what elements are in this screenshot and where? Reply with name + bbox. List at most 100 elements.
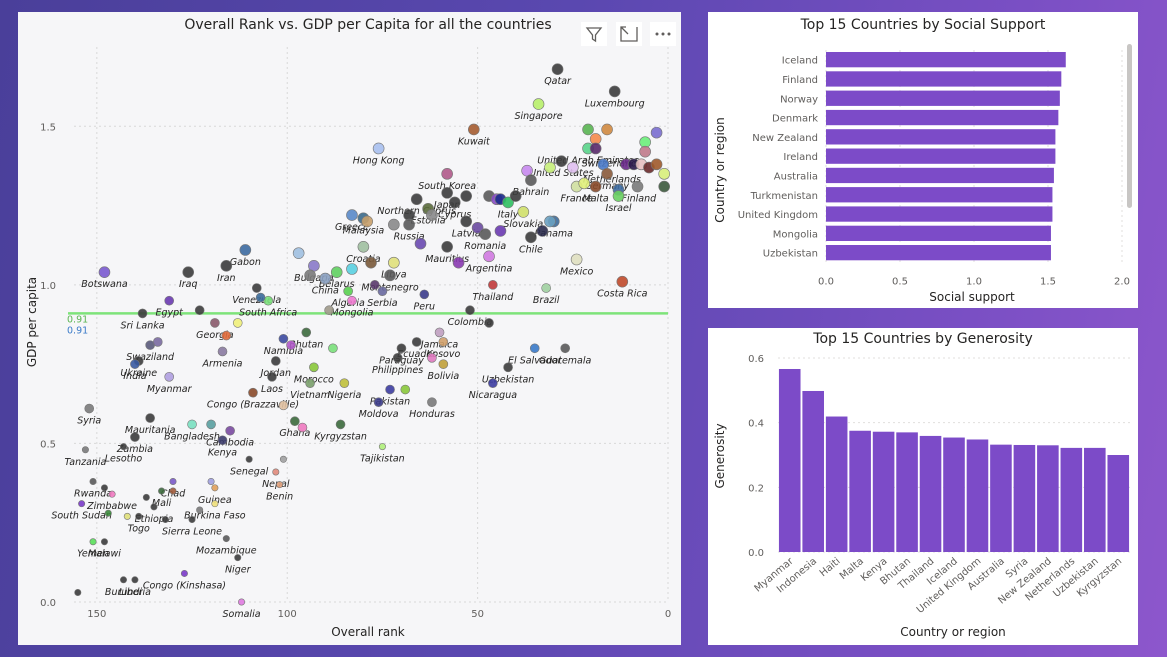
- scatter-point[interactable]: [271, 356, 281, 366]
- scatter-point[interactable]: [248, 387, 258, 398]
- social-bar[interactable]: [826, 129, 1056, 145]
- scatter-point[interactable]: [448, 196, 461, 209]
- scatter-point[interactable]: [221, 330, 232, 341]
- scatter-point[interactable]: [385, 384, 395, 395]
- scatter-point[interactable]: [330, 266, 343, 278]
- scatter-point[interactable]: [388, 256, 400, 269]
- scatter-point[interactable]: [346, 263, 358, 275]
- scatter-point[interactable]: [74, 588, 82, 596]
- scatter-point[interactable]: [343, 286, 353, 297]
- scatter-point[interactable]: [570, 253, 583, 266]
- scatter-point[interactable]: [631, 180, 644, 193]
- scatter-point[interactable]: [465, 305, 475, 316]
- scatter-point[interactable]: [392, 352, 403, 363]
- social-scrollbar[interactable]: [1127, 44, 1132, 208]
- generosity-bar[interactable]: [778, 368, 801, 552]
- scatter-point[interactable]: [578, 177, 591, 190]
- scatter-point[interactable]: [460, 215, 472, 228]
- scatter-point[interactable]: [164, 295, 174, 306]
- scatter-point[interactable]: [245, 455, 253, 463]
- scatter-point[interactable]: [378, 443, 386, 451]
- scatter-point[interactable]: [503, 362, 513, 373]
- scatter-point[interactable]: [438, 337, 449, 347]
- scatter-point[interactable]: [120, 576, 128, 584]
- scatter-point[interactable]: [238, 598, 246, 606]
- scatter-point[interactable]: [278, 333, 289, 344]
- scatter-point[interactable]: [225, 425, 235, 436]
- scatter-point[interactable]: [81, 446, 89, 454]
- generosity-bar[interactable]: [1013, 444, 1036, 552]
- scatter-point[interactable]: [346, 209, 358, 221]
- scatter-point[interactable]: [373, 397, 384, 408]
- scatter-point[interactable]: [427, 352, 437, 363]
- scatter-point[interactable]: [89, 477, 97, 485]
- scatter-point[interactable]: [158, 487, 166, 495]
- scatter-point[interactable]: [100, 538, 108, 546]
- generosity-bar[interactable]: [1107, 455, 1130, 552]
- scatter-point[interactable]: [517, 206, 530, 218]
- scatter-point[interactable]: [319, 272, 332, 285]
- scatter-point[interactable]: [494, 225, 507, 237]
- scatter-point[interactable]: [335, 419, 346, 430]
- scatter-point[interactable]: [452, 256, 465, 269]
- scatter-point[interactable]: [608, 85, 621, 98]
- scatter-point[interactable]: [267, 372, 277, 382]
- scatter-point[interactable]: [525, 231, 537, 244]
- social-bar[interactable]: [826, 109, 1059, 126]
- more-options-button[interactable]: [650, 22, 676, 46]
- scatter-point[interactable]: [419, 289, 430, 300]
- scatter-point[interactable]: [130, 359, 140, 369]
- scatter-point[interactable]: [169, 477, 177, 485]
- scatter-point[interactable]: [135, 512, 143, 520]
- scatter-point[interactable]: [441, 187, 453, 199]
- scatter-point[interactable]: [388, 218, 400, 231]
- scatter-point[interactable]: [297, 422, 308, 433]
- scatter-point[interactable]: [131, 576, 139, 584]
- focus-mode-button[interactable]: [616, 22, 642, 46]
- scatter-point[interactable]: [286, 340, 296, 350]
- scatter-point[interactable]: [78, 500, 86, 508]
- scatter-point[interactable]: [104, 509, 112, 517]
- scatter-point[interactable]: [589, 142, 602, 155]
- scatter-point[interactable]: [217, 435, 228, 446]
- scatter-point[interactable]: [292, 247, 305, 259]
- scatter-point[interactable]: [123, 512, 131, 520]
- scatter-point[interactable]: [551, 63, 564, 76]
- scatter-point[interactable]: [372, 142, 385, 155]
- scatter-point[interactable]: [532, 98, 545, 110]
- generosity-bar[interactable]: [990, 444, 1012, 552]
- scatter-point[interactable]: [468, 123, 480, 136]
- scatter-point[interactable]: [427, 397, 437, 408]
- scatter-point[interactable]: [361, 215, 373, 228]
- scatter-point[interactable]: [217, 346, 228, 357]
- scatter-point[interactable]: [582, 123, 594, 136]
- scatter-point[interactable]: [145, 413, 155, 423]
- social-bar[interactable]: [826, 245, 1051, 261]
- generosity-visual[interactable]: Top 15 Countries by Generosity 0.0 0.2 0.4…: [708, 328, 1138, 645]
- social-bar[interactable]: [826, 90, 1060, 106]
- scatter-point[interactable]: [137, 308, 148, 319]
- scatter-visual[interactable]: Overall Rank vs. GDP per Capita for all …: [18, 12, 681, 645]
- scatter-point[interactable]: [301, 327, 312, 338]
- generosity-bar[interactable]: [872, 431, 895, 552]
- generosity-bar[interactable]: [802, 390, 824, 552]
- scatter-point[interactable]: [188, 516, 196, 524]
- social-bar[interactable]: [826, 52, 1066, 68]
- scatter-point[interactable]: [232, 318, 243, 328]
- scatter-point[interactable]: [210, 318, 220, 328]
- scatter-point[interactable]: [84, 403, 95, 414]
- scatter-point[interactable]: [616, 275, 629, 288]
- scatter-point[interactable]: [357, 241, 370, 253]
- social-bar[interactable]: [826, 206, 1053, 222]
- scatter-point[interactable]: [182, 266, 195, 278]
- scatter-point[interactable]: [220, 260, 233, 272]
- scatter-point[interactable]: [484, 318, 494, 328]
- scatter-point[interactable]: [525, 174, 537, 186]
- scatter-point[interactable]: [639, 145, 651, 158]
- scatter-point[interactable]: [536, 225, 549, 237]
- scatter-point[interactable]: [601, 168, 613, 180]
- scatter-point[interactable]: [502, 196, 514, 209]
- scatter-point[interactable]: [434, 327, 445, 338]
- scatter-point[interactable]: [272, 468, 280, 476]
- scatter-point[interactable]: [305, 378, 315, 388]
